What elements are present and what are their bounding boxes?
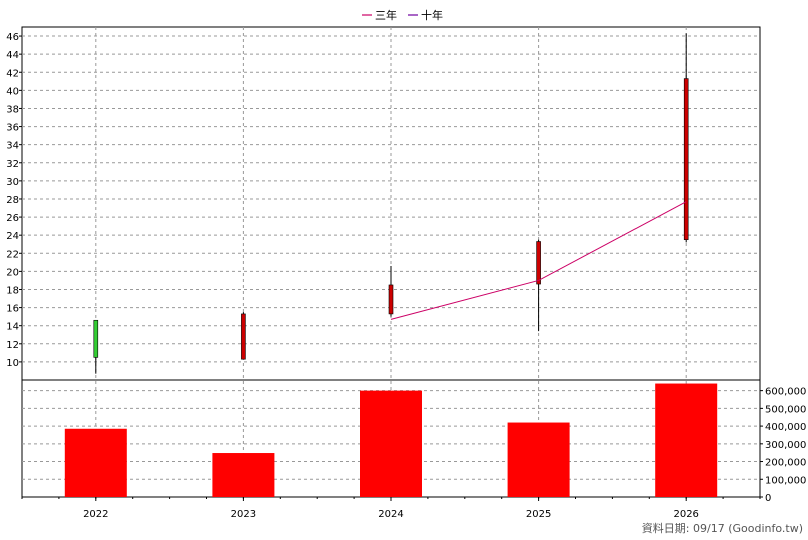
series-line-3yr	[390, 201, 687, 320]
x-tick-label: 2025	[526, 509, 551, 520]
axes: 1012141618202224262830323436384042444601…	[6, 32, 806, 520]
volume-tick-label: 300,000	[765, 440, 806, 451]
volume-bar	[655, 383, 718, 497]
price-tick-label: 10	[6, 358, 19, 369]
price-tick-label: 32	[6, 159, 19, 170]
price-tick-label: 46	[6, 32, 19, 43]
volume-bar	[212, 453, 275, 497]
volume-tick-label: 600,000	[765, 387, 806, 398]
price-tick-label: 34	[6, 141, 19, 152]
price-tick-label: 28	[6, 195, 19, 206]
price-tick-label: 36	[6, 123, 19, 134]
grid	[22, 27, 760, 497]
candle-body	[388, 284, 394, 315]
volume-tick-label: 100,000	[765, 475, 806, 486]
legend: 三年 十年	[362, 8, 443, 22]
volume-tick-label: 0	[765, 493, 771, 504]
volume-bar	[360, 390, 422, 497]
price-tick-label: 22	[6, 249, 19, 260]
price-tick-label: 24	[6, 231, 19, 242]
price-tick-label: 14	[6, 322, 19, 333]
price-tick-label: 12	[6, 340, 19, 351]
legend-label-10yr: 十年	[421, 8, 443, 22]
price-tick-label: 44	[6, 50, 19, 61]
chart-marks	[64, 33, 718, 497]
price-tick-label: 38	[6, 104, 19, 115]
candle-body	[93, 319, 99, 358]
price-tick-label: 16	[6, 304, 19, 315]
price-tick-label: 18	[6, 285, 19, 296]
price-tick-label: 20	[6, 267, 19, 278]
price-tick-label: 40	[6, 86, 19, 97]
price-tick-label: 42	[6, 68, 19, 79]
price-tick-label: 26	[6, 213, 19, 224]
price-tick-label: 30	[6, 177, 19, 188]
x-tick-label: 2023	[231, 509, 256, 520]
legend-label-3yr: 三年	[375, 8, 397, 22]
candle-body	[683, 78, 689, 241]
x-tick-label: 2024	[378, 509, 403, 520]
volume-bar	[507, 422, 570, 497]
volume-bar	[64, 428, 127, 497]
volume-tick-label: 500,000	[765, 404, 806, 415]
candle-body	[241, 313, 246, 360]
data-date-footer: 資料日期: 09/17 (Goodinfo.tw)	[642, 521, 803, 535]
volume-tick-label: 200,000	[765, 458, 806, 469]
x-tick-label: 2026	[673, 509, 698, 520]
x-tick-label: 2022	[83, 509, 108, 520]
candle-body	[536, 241, 541, 285]
volume-tick-label: 400,000	[765, 422, 806, 433]
